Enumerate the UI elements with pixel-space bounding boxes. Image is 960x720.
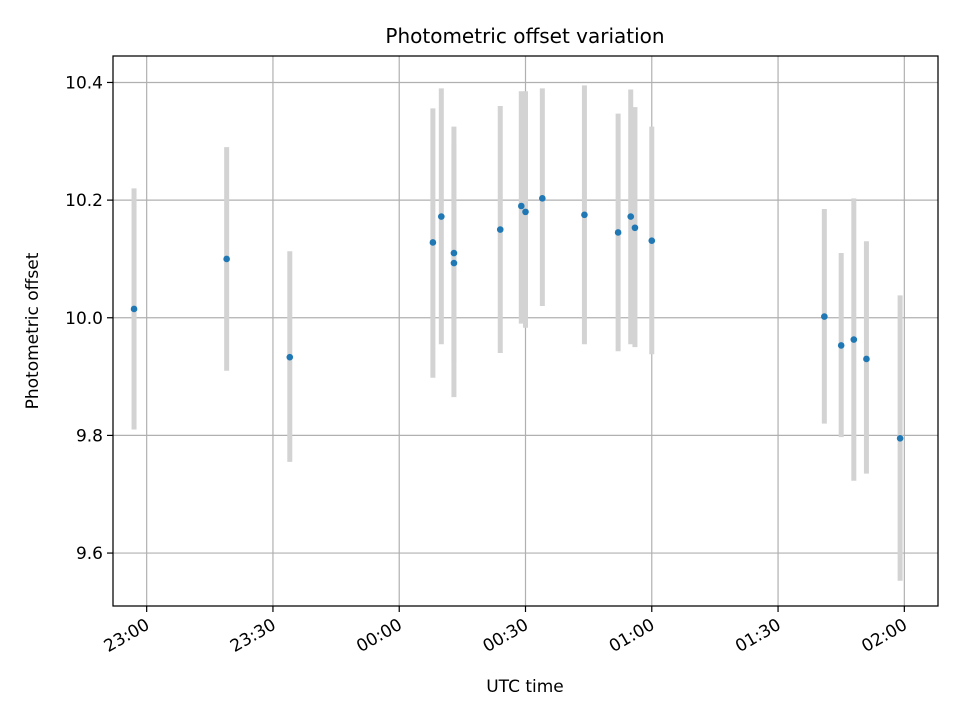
data-point	[438, 213, 445, 220]
x-tick-label: 23:30	[227, 615, 279, 657]
y-axis: 9.6 9.8 10.0 10.2 10.4	[65, 73, 113, 564]
data-point	[631, 224, 639, 232]
data-point	[837, 342, 845, 349]
data-point	[429, 239, 437, 246]
data-point	[850, 336, 858, 343]
data-point	[648, 237, 656, 245]
y-tick-label: 10.0	[65, 309, 103, 329]
x-tick-label: 01:00	[606, 615, 658, 657]
y-tick-label: 9.8	[76, 426, 103, 446]
x-axis-title: UTC time	[486, 677, 564, 697]
data-points	[130, 195, 904, 442]
data-point	[522, 208, 529, 216]
data-point	[130, 305, 138, 313]
data-point	[517, 202, 525, 210]
data-point	[496, 226, 504, 233]
y-tick-label: 10.4	[65, 73, 103, 93]
data-point	[581, 211, 588, 219]
data-point	[223, 255, 230, 263]
error-bars	[131, 85, 903, 581]
data-point	[896, 435, 904, 442]
y-tick-label: 9.6	[76, 544, 103, 564]
y-tick-label: 10.2	[65, 191, 103, 211]
data-point	[627, 213, 635, 220]
x-tick-label: 01:30	[732, 615, 784, 657]
x-axis: 23:00 23:30 00:00 00:30 01:00 01:30 02:00	[101, 606, 911, 657]
y-axis-title: Photometric offset	[23, 252, 43, 409]
x-tick-label: 02:00	[858, 615, 910, 657]
x-tick-label: 00:00	[353, 615, 405, 657]
data-point	[286, 353, 294, 361]
data-point	[863, 355, 870, 363]
data-point	[821, 313, 828, 320]
data-point	[614, 229, 622, 236]
data-point	[450, 249, 458, 257]
chart-title: Photometric offset variation	[385, 24, 664, 48]
x-tick-label: 23:00	[101, 615, 153, 657]
x-tick-label: 00:30	[480, 615, 532, 657]
data-point	[539, 195, 546, 202]
data-point	[450, 259, 458, 267]
